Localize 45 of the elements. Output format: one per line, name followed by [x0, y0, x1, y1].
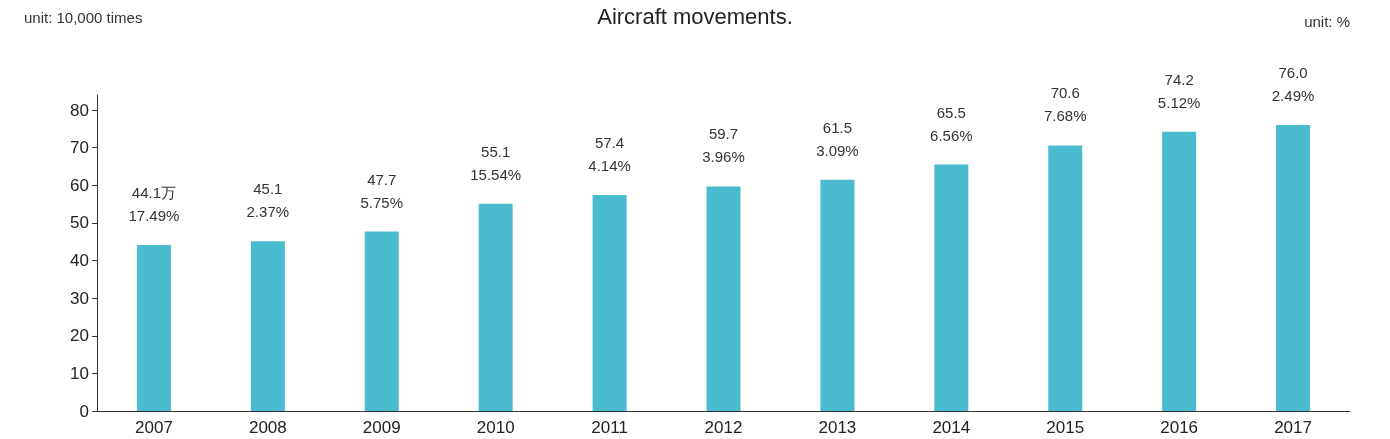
bar: [364, 231, 399, 411]
x-tick-label: 2016: [1160, 418, 1199, 437]
bar: [1276, 125, 1311, 411]
x-tick-label: 2010: [476, 418, 515, 437]
data-label: 65.5 6.56%: [930, 103, 973, 144]
y-tick-label: 20: [70, 326, 89, 346]
data-label: 45.1 2.37%: [246, 180, 290, 221]
x-tick-label: 2011: [591, 418, 628, 437]
text: unit: %: [1304, 13, 1350, 30]
bar: [1162, 131, 1197, 411]
y-tick-label: 10: [70, 363, 89, 383]
x-tick-label: 2015: [1046, 418, 1085, 437]
x-tick-label: 2008: [248, 418, 287, 437]
bar: [820, 179, 855, 411]
y-tick-label: 50: [70, 213, 89, 233]
y-tick-label: 80: [70, 100, 89, 120]
data-label: 47.7 5.75%: [360, 170, 404, 211]
data-label: 70.6 7.68%: [1043, 84, 1087, 125]
x-tick-label: 2017: [1274, 418, 1312, 437]
data-label: 74.2 5.12%: [1157, 70, 1201, 111]
bar: [250, 241, 285, 411]
bar: [934, 164, 969, 411]
bar: [136, 245, 171, 411]
x-tick-label: 2013: [818, 418, 857, 437]
y-tick-label: 30: [70, 288, 89, 308]
x-tick-label: 2012: [704, 418, 743, 437]
bar: [706, 186, 741, 411]
x-tick-label: 2007: [135, 418, 173, 437]
bar: [478, 203, 513, 411]
data-label: 76.0 2.49%: [1271, 64, 1315, 105]
chart-title: Aircraft movements.: [597, 3, 793, 29]
bar: [592, 195, 627, 411]
x-tick-label: 2014: [932, 418, 971, 437]
data-label: 59.7 3.96%: [702, 125, 745, 166]
y-tick-label: 40: [70, 251, 89, 271]
y-tick-label: 60: [70, 175, 89, 195]
data-label: 55.1 15.54%: [470, 142, 522, 183]
data-label: 44.1万 17.49%: [128, 184, 180, 225]
y-tick-label: 70: [70, 138, 89, 158]
bar: [1048, 145, 1083, 411]
data-label: 61.5 3.09%: [816, 118, 859, 159]
x-tick-label: 2009: [362, 418, 401, 437]
y-tick-label: 0: [79, 401, 89, 421]
text: unit: 10,000 times: [24, 9, 143, 26]
data-label: 57.4 4.14%: [588, 134, 631, 175]
